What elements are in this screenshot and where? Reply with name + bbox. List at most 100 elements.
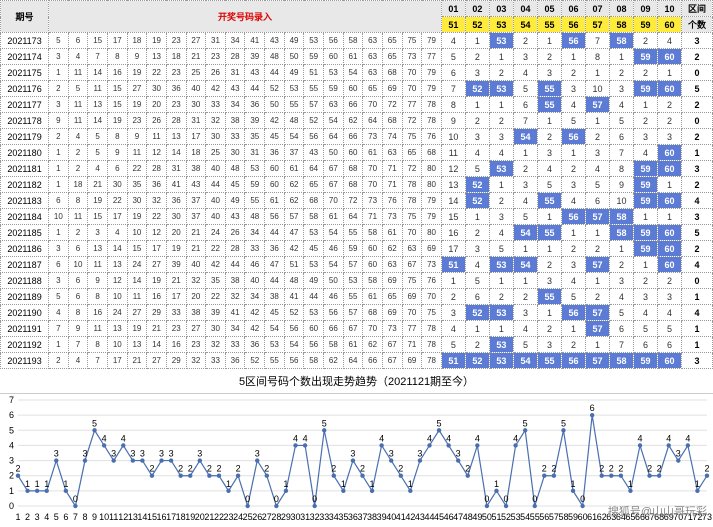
cell-draw-number: 3 bbox=[49, 273, 69, 289]
cell-zone-hit: 59 bbox=[634, 49, 658, 65]
cell-zone-hit: 52 bbox=[465, 305, 489, 321]
svg-text:34: 34 bbox=[329, 512, 339, 522]
cell-zone-miss: 2 bbox=[489, 289, 513, 305]
cell-zone-miss: 6 bbox=[610, 129, 634, 145]
cell-draw-number: 70 bbox=[402, 225, 422, 241]
cell-draw-number: 9 bbox=[49, 113, 69, 129]
svg-text:40: 40 bbox=[386, 512, 396, 522]
cell-draw-number: 40 bbox=[206, 193, 226, 209]
cell-draw-number: 20 bbox=[166, 225, 186, 241]
svg-text:0: 0 bbox=[245, 494, 250, 504]
watermark-text: 搜狐号@山山哥玩彩 bbox=[608, 503, 707, 519]
cell-draw-number: 62 bbox=[284, 193, 304, 209]
cell-draw-number: 13 bbox=[127, 337, 147, 353]
svg-text:11: 11 bbox=[109, 512, 118, 522]
cell-zone-hit: 53 bbox=[489, 337, 513, 353]
cell-zone-miss: 2 bbox=[658, 97, 682, 113]
svg-text:57: 57 bbox=[549, 512, 559, 522]
cell-draw-number: 65 bbox=[304, 177, 324, 193]
svg-text:12: 12 bbox=[118, 512, 128, 522]
cell-count: 0 bbox=[682, 273, 713, 289]
cell-zone-miss: 2 bbox=[513, 289, 537, 305]
svg-text:0: 0 bbox=[484, 494, 489, 504]
header-zone-num: 60 bbox=[658, 17, 682, 33]
cell-zone-miss: 3 bbox=[634, 289, 658, 305]
svg-text:2: 2 bbox=[465, 464, 470, 474]
cell-zone-hit: 51 bbox=[441, 353, 465, 369]
cell-zone-miss: 4 bbox=[634, 305, 658, 321]
svg-text:22: 22 bbox=[214, 512, 224, 522]
cell-draw-number: 53 bbox=[304, 225, 324, 241]
cell-zone-miss: 1 bbox=[585, 273, 609, 289]
cell-zone-hit: 59 bbox=[634, 81, 658, 97]
svg-text:55: 55 bbox=[530, 512, 540, 522]
cell-draw-number: 60 bbox=[343, 145, 363, 161]
cell-draw-number: 77 bbox=[422, 49, 442, 65]
svg-text:59: 59 bbox=[568, 512, 578, 522]
cell-draw-number: 34 bbox=[245, 289, 265, 305]
cell-draw-number: 19 bbox=[127, 97, 147, 113]
svg-text:41: 41 bbox=[396, 512, 406, 522]
cell-zone-miss: 1 bbox=[561, 49, 585, 65]
svg-text:4: 4 bbox=[427, 433, 432, 443]
cell-draw-number: 78 bbox=[422, 337, 442, 353]
svg-text:4: 4 bbox=[685, 433, 690, 443]
cell-zone-hit: 60 bbox=[658, 257, 682, 273]
cell-draw-number: 73 bbox=[382, 321, 402, 337]
cell-draw-number: 27 bbox=[147, 257, 167, 273]
cell-draw-number: 2 bbox=[68, 225, 88, 241]
cell-issue: 2021189 bbox=[1, 289, 49, 305]
cell-draw-number: 28 bbox=[225, 49, 245, 65]
cell-issue: 2021175 bbox=[1, 65, 49, 81]
cell-draw-number: 71 bbox=[382, 161, 402, 177]
cell-zone-hit: 57 bbox=[585, 257, 609, 273]
cell-zone-miss: 15 bbox=[441, 209, 465, 225]
cell-draw-number: 73 bbox=[363, 129, 383, 145]
cell-zone-miss: 1 bbox=[441, 273, 465, 289]
cell-issue: 2021184 bbox=[1, 209, 49, 225]
cell-zone-miss: 14 bbox=[441, 193, 465, 209]
cell-draw-number: 8 bbox=[68, 193, 88, 209]
svg-text:17: 17 bbox=[166, 512, 176, 522]
cell-zone-miss: 1 bbox=[585, 225, 609, 241]
cell-issue: 2021186 bbox=[1, 241, 49, 257]
svg-text:48: 48 bbox=[463, 512, 473, 522]
cell-zone-miss: 9 bbox=[610, 177, 634, 193]
cell-draw-number: 36 bbox=[225, 353, 245, 369]
svg-text:3: 3 bbox=[676, 449, 681, 459]
cell-zone-miss: 2 bbox=[465, 337, 489, 353]
cell-zone-hit: 54 bbox=[513, 225, 537, 241]
cell-zone-miss: 5 bbox=[610, 305, 634, 321]
cell-zone-miss: 4 bbox=[513, 193, 537, 209]
header-zone-num: 51 bbox=[441, 17, 465, 33]
cell-zone-miss: 5 bbox=[489, 241, 513, 257]
svg-text:23: 23 bbox=[224, 512, 234, 522]
chart-title: 5区间号码个数出现走势趋势（2021121期至今） bbox=[0, 369, 713, 393]
header-zone-num: 55 bbox=[537, 17, 561, 33]
cell-draw-number: 48 bbox=[284, 113, 304, 129]
cell-draw-number: 75 bbox=[422, 305, 442, 321]
svg-text:1: 1 bbox=[571, 479, 576, 489]
cell-zone-miss: 3 bbox=[561, 257, 585, 273]
cell-draw-number: 47 bbox=[265, 257, 285, 273]
cell-draw-number: 70 bbox=[363, 161, 383, 177]
cell-draw-number: 78 bbox=[422, 97, 442, 113]
cell-draw-number: 33 bbox=[206, 353, 226, 369]
cell-zone-miss: 1 bbox=[489, 177, 513, 193]
svg-text:38: 38 bbox=[367, 512, 377, 522]
cell-draw-number: 5 bbox=[88, 129, 108, 145]
svg-text:32: 32 bbox=[310, 512, 320, 522]
cell-draw-number: 55 bbox=[245, 193, 265, 209]
cell-zone-miss: 13 bbox=[441, 177, 465, 193]
cell-draw-number: 60 bbox=[265, 177, 285, 193]
cell-draw-number: 53 bbox=[245, 161, 265, 177]
cell-draw-number: 19 bbox=[127, 321, 147, 337]
svg-text:0: 0 bbox=[274, 494, 279, 504]
cell-zone-miss: 1 bbox=[561, 145, 585, 161]
svg-text:8: 8 bbox=[82, 512, 87, 522]
cell-draw-number: 11 bbox=[127, 289, 147, 305]
cell-draw-number: 38 bbox=[186, 161, 206, 177]
cell-draw-number: 62 bbox=[284, 177, 304, 193]
cell-zone-miss: 1 bbox=[634, 209, 658, 225]
cell-draw-number: 66 bbox=[343, 129, 363, 145]
